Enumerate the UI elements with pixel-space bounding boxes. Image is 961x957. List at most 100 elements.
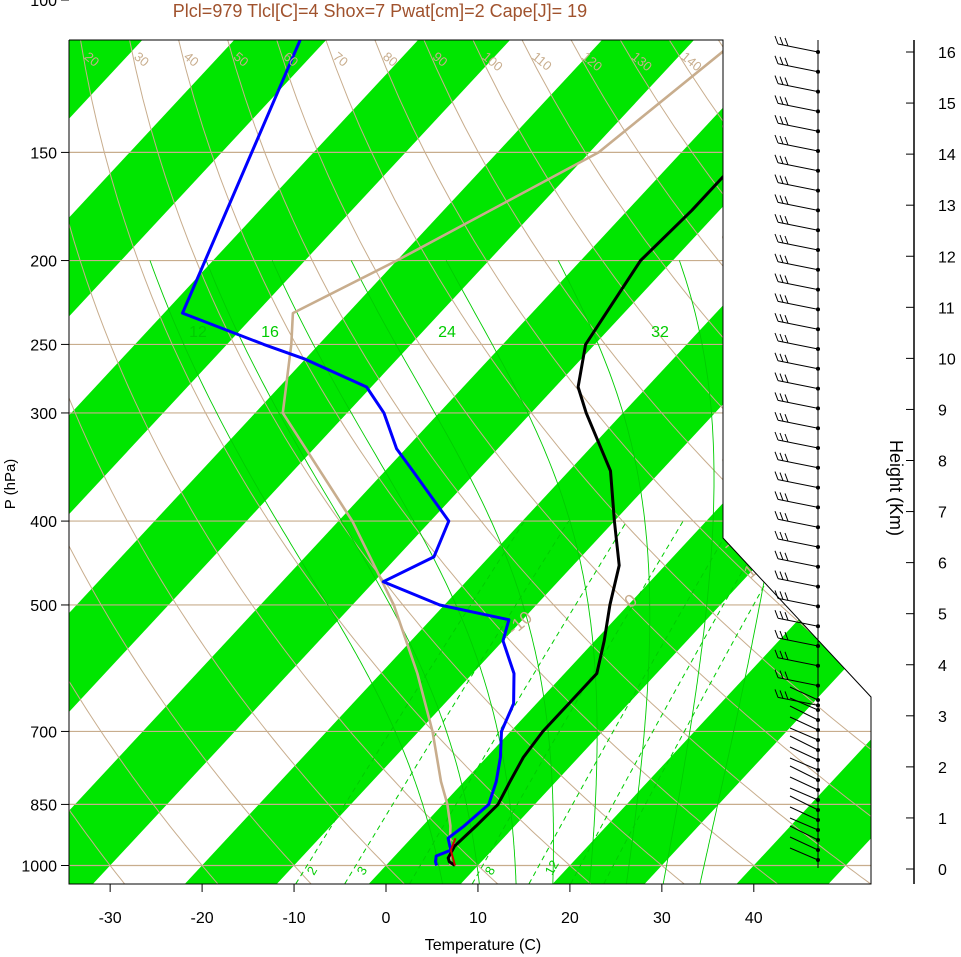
height-tick-label: 16 bbox=[938, 45, 956, 62]
barb-shaft bbox=[777, 162, 819, 172]
barb-dot bbox=[816, 758, 820, 762]
height-tick-label: 1 bbox=[938, 811, 947, 828]
height-tick-label: 13 bbox=[938, 198, 956, 215]
barb-flag bbox=[774, 669, 779, 678]
barb-flag bbox=[784, 513, 789, 522]
barb-flag bbox=[779, 432, 784, 442]
barb-shaft bbox=[777, 83, 819, 93]
barb-flag bbox=[779, 175, 784, 184]
y-axis-label: P (hPa) bbox=[2, 459, 19, 510]
barb-dot bbox=[816, 584, 820, 589]
barb-flag bbox=[784, 136, 789, 146]
barb-flag bbox=[774, 293, 779, 302]
barb-flag bbox=[779, 512, 784, 521]
barb-flag bbox=[774, 253, 779, 262]
barb-flag bbox=[774, 491, 779, 500]
barb-dot bbox=[816, 267, 820, 272]
wind-barb bbox=[774, 332, 820, 351]
height-tick-label: 4 bbox=[938, 658, 947, 675]
moist-adiabat bbox=[445, 260, 598, 884]
pressure-tick-label: 400 bbox=[30, 514, 57, 531]
wind-barb bbox=[774, 511, 820, 530]
barb-shaft bbox=[777, 261, 819, 271]
barb-flag bbox=[774, 649, 779, 658]
isotherm-band bbox=[921, 0, 961, 884]
wind-barb bbox=[774, 253, 820, 272]
barb-flag bbox=[779, 373, 784, 382]
barb-flag bbox=[774, 352, 779, 361]
barb-flag bbox=[779, 254, 784, 263]
mixing-ratio-line bbox=[295, 520, 525, 884]
barb-flag bbox=[784, 97, 789, 106]
barb-shaft bbox=[777, 538, 819, 548]
barb-dot bbox=[816, 858, 820, 862]
plot-border bbox=[68, 39, 872, 885]
barb-shaft bbox=[777, 320, 819, 330]
barb-flag bbox=[779, 294, 784, 303]
barb-shaft bbox=[789, 795, 819, 811]
barb-flag bbox=[779, 215, 784, 224]
barb-shaft bbox=[777, 360, 819, 370]
dry-adiabat bbox=[69, 40, 219, 884]
wind-barb bbox=[774, 491, 820, 510]
barb-dot bbox=[816, 838, 820, 842]
wind-barb bbox=[774, 273, 820, 292]
barb-flag bbox=[784, 216, 789, 225]
barb-flag bbox=[774, 75, 779, 84]
dry-adiabat-label: 30 bbox=[131, 49, 152, 70]
dry-adiabat bbox=[69, 40, 498, 884]
barb-flag bbox=[779, 353, 784, 362]
barb-shaft bbox=[777, 221, 819, 231]
barb-flag bbox=[779, 56, 784, 65]
barb-dot bbox=[816, 188, 820, 193]
dry-adiabat-label: 40 bbox=[181, 49, 202, 70]
barb-flag bbox=[784, 433, 789, 443]
mixing-ratio-line bbox=[344, 520, 570, 884]
temperature-tick-label: 10 bbox=[469, 910, 487, 927]
moist-adiabat-label: 12 bbox=[189, 324, 207, 341]
barb-dot bbox=[816, 465, 820, 470]
isotherm-band bbox=[69, 40, 871, 884]
barb-flag bbox=[774, 134, 779, 144]
temperature-tick-label: -20 bbox=[191, 910, 214, 927]
barb-dot bbox=[816, 818, 820, 822]
barb-dot bbox=[816, 525, 820, 530]
barb-shaft bbox=[777, 637, 819, 647]
pressure-tick-label: 250 bbox=[30, 337, 57, 354]
barb-dot bbox=[816, 748, 820, 752]
barb-flag bbox=[779, 650, 784, 659]
barb-shaft bbox=[777, 419, 819, 429]
barb-flag bbox=[774, 689, 779, 698]
mixing-ratio-line bbox=[528, 520, 735, 884]
barb-flag bbox=[779, 630, 784, 640]
barb-shaft bbox=[777, 657, 819, 667]
dry-adiabat-label: 110 bbox=[529, 49, 555, 74]
wind-barb bbox=[774, 233, 820, 252]
barb-flag bbox=[779, 551, 784, 560]
pressure-tick-label: 700 bbox=[30, 724, 57, 741]
barb-dot bbox=[816, 109, 820, 114]
barb-flag bbox=[774, 372, 779, 381]
barb-flag bbox=[784, 631, 789, 641]
isotherm-band bbox=[69, 40, 364, 884]
pressure-tick-label: 1000 bbox=[21, 859, 57, 876]
isotherm-band bbox=[552, 40, 871, 884]
barb-flag bbox=[784, 334, 789, 344]
parcel-curve bbox=[281, 40, 788, 866]
barb-shaft bbox=[789, 686, 819, 701]
barb-dot bbox=[816, 604, 820, 609]
barb-flag bbox=[774, 273, 779, 282]
barb-flag bbox=[779, 690, 784, 699]
wind-barb bbox=[774, 570, 820, 589]
barb-dot bbox=[816, 718, 820, 722]
barb-flag bbox=[779, 472, 784, 481]
temperature-tick-label: 0 bbox=[382, 910, 391, 927]
barb-flag bbox=[774, 471, 779, 480]
dry-adiabat bbox=[69, 40, 125, 884]
height-tick-label: 11 bbox=[938, 300, 955, 317]
barb-flag bbox=[774, 412, 779, 421]
barb-flag bbox=[774, 570, 779, 579]
barb-dot bbox=[816, 129, 820, 134]
barb-shaft bbox=[789, 727, 819, 741]
wind-barb bbox=[774, 293, 820, 312]
